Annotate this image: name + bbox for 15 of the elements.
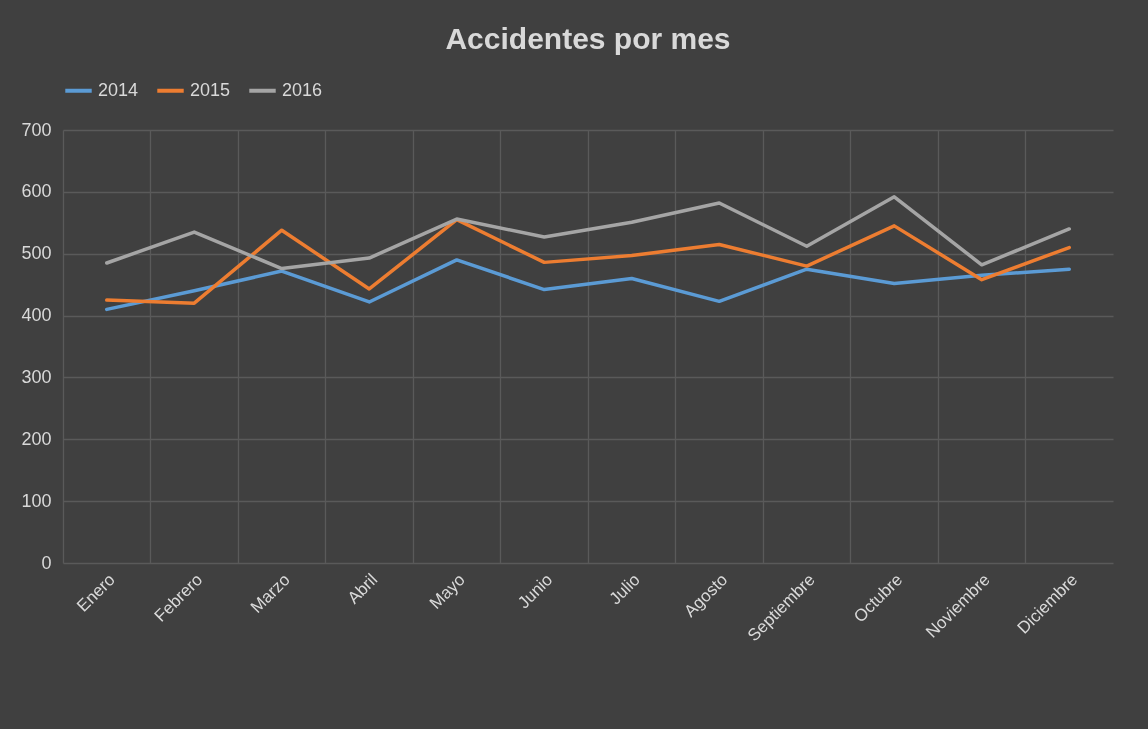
legend-label: 2015	[190, 79, 231, 100]
legend-label: 2016	[282, 79, 323, 100]
y-tick-label: 100	[21, 490, 52, 511]
y-tick-label: 400	[21, 305, 52, 326]
legend-label: 2014	[98, 79, 139, 100]
y-tick-label: 0	[41, 552, 52, 573]
y-tick-label: 300	[21, 366, 52, 387]
x-tick-label: Julio	[605, 570, 644, 609]
y-tick-label: 600	[21, 181, 52, 202]
line-series	[105, 258, 1071, 312]
chart-title: Accidentes por mes	[445, 22, 731, 55]
line-series	[105, 195, 1071, 271]
y-tick-label: 200	[21, 428, 52, 449]
y-tick-label: 500	[21, 243, 52, 264]
y-tick-label: 700	[21, 119, 52, 140]
